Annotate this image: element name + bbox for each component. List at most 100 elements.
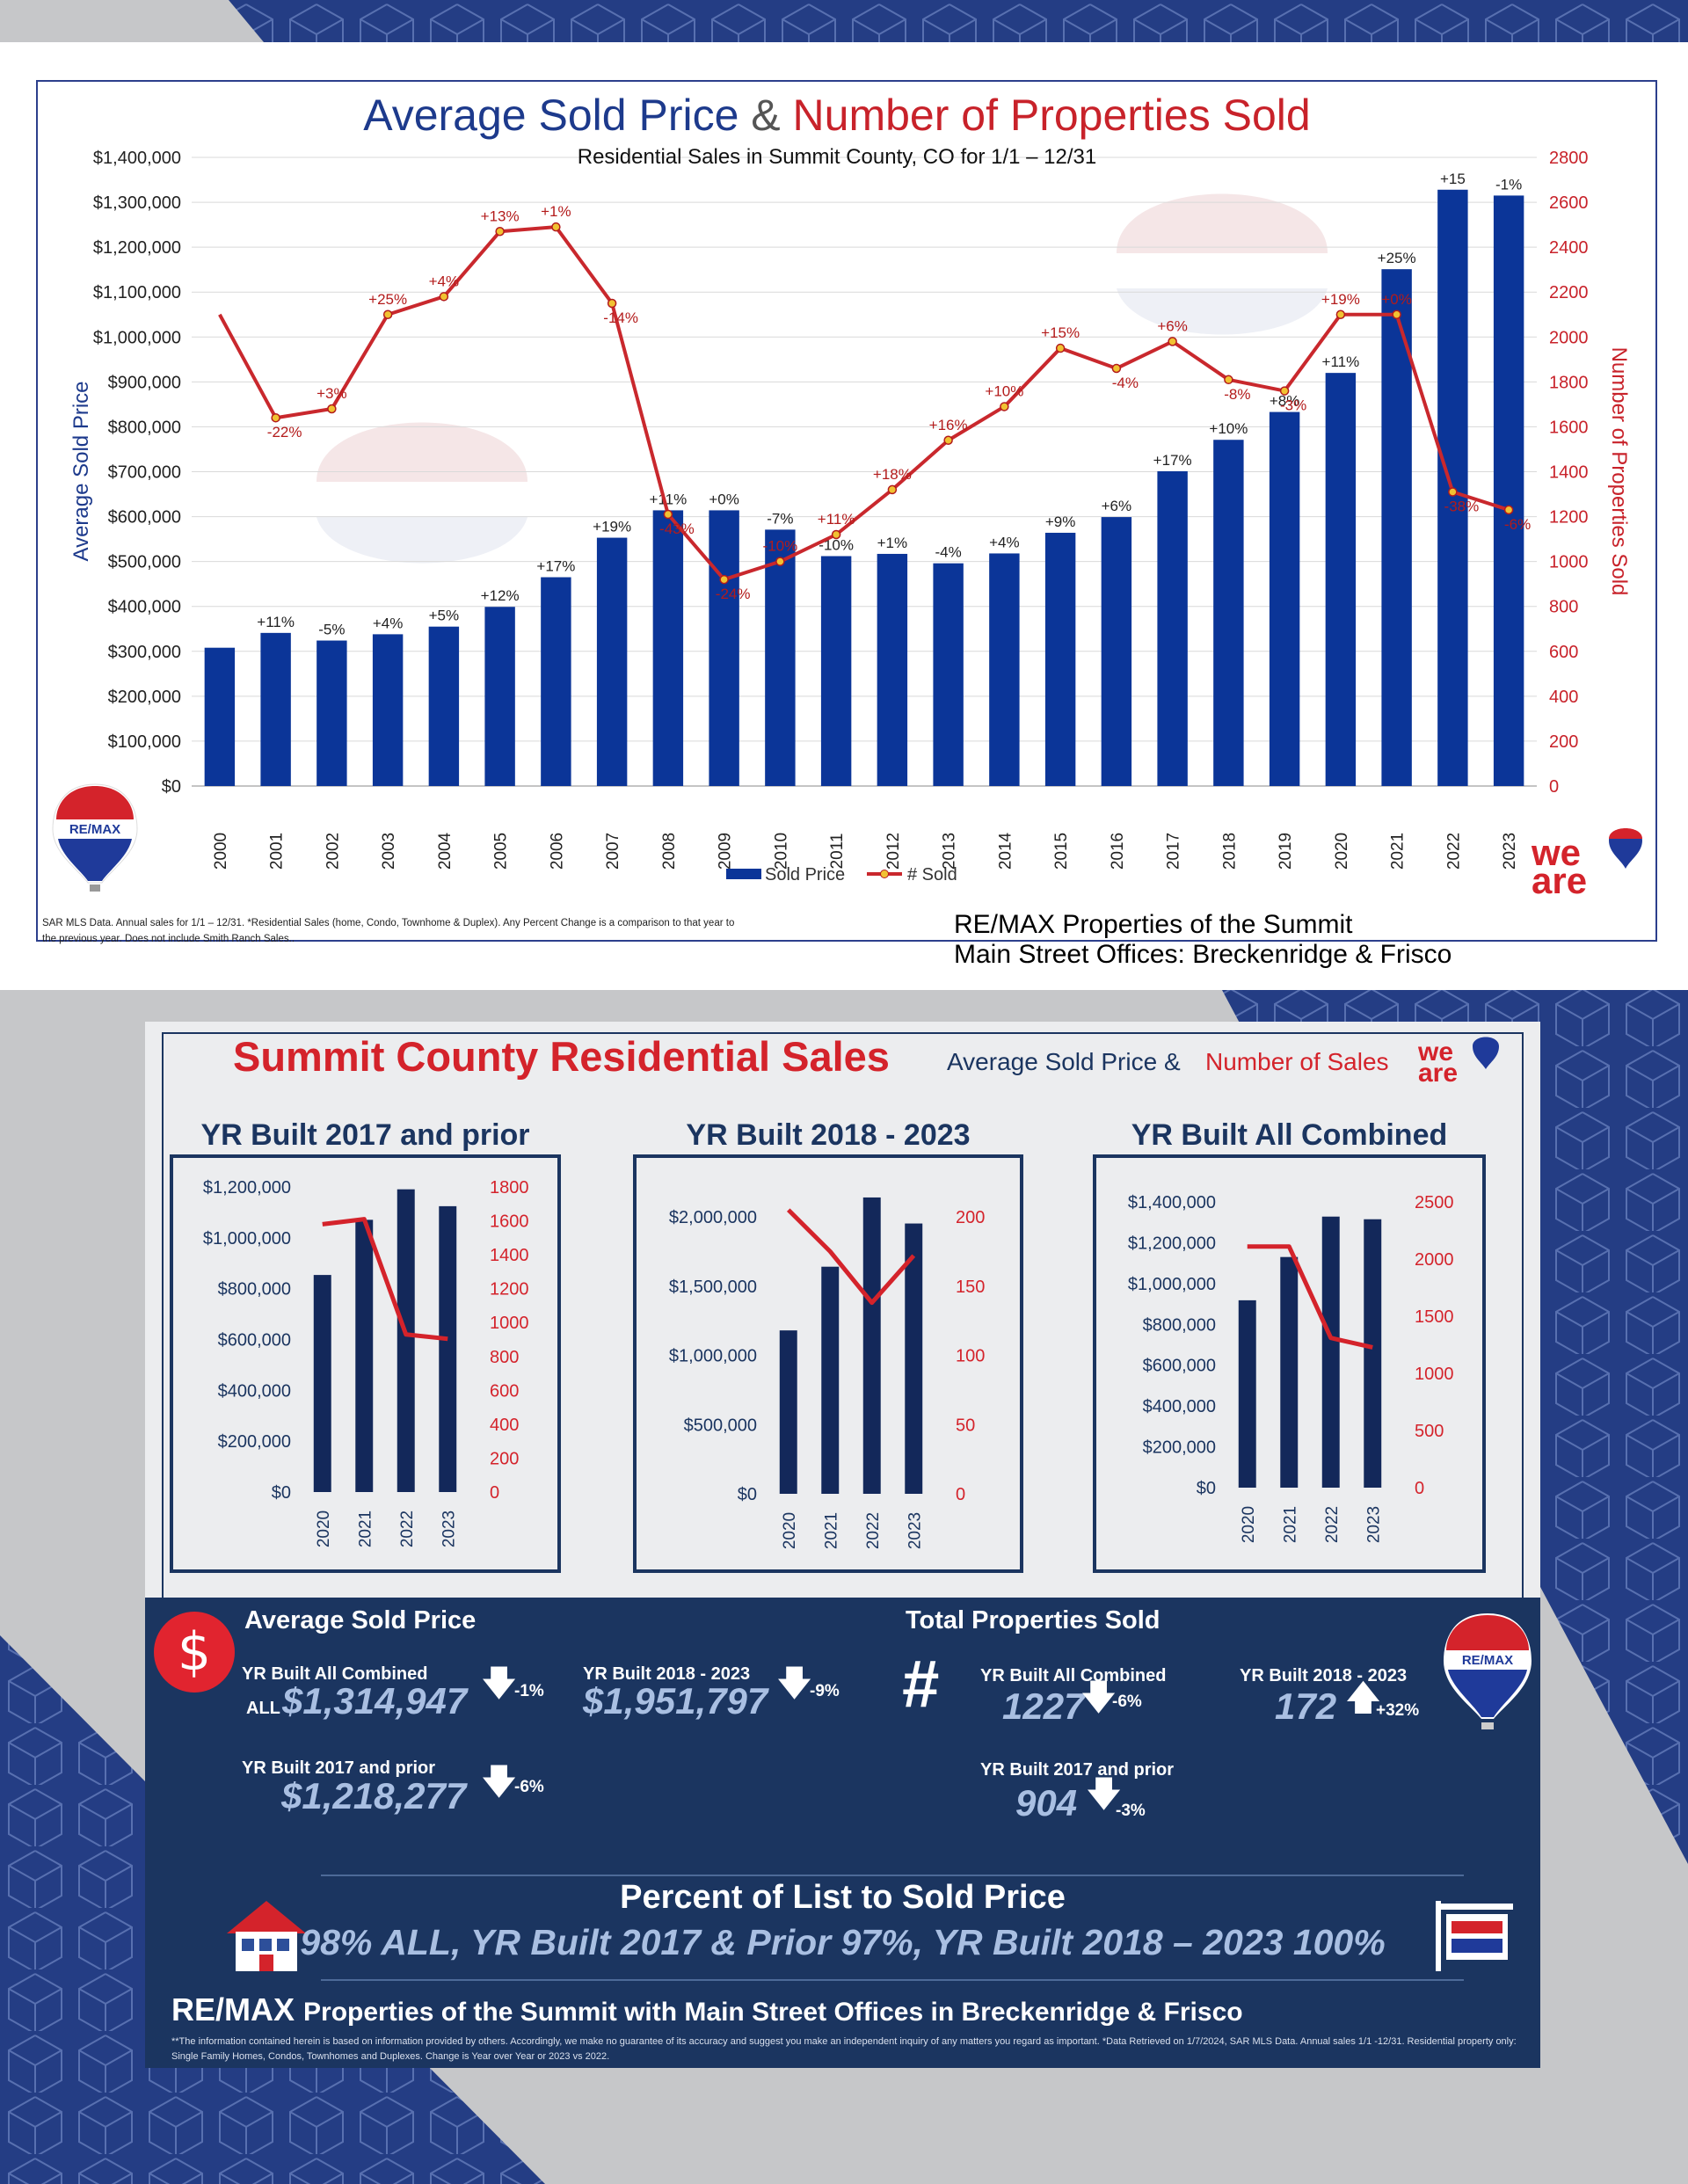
percent-list-heading: Percent of List to Sold Price xyxy=(620,1879,1066,1916)
bar-data-label: +19% xyxy=(593,519,631,535)
title-part-1: Average Sold Price xyxy=(363,91,738,140)
line-data-label: -38% xyxy=(1444,498,1480,514)
total-all-label: YR Built All Combined xyxy=(980,1666,1167,1685)
arrow-down-icon: 🡇 xyxy=(1086,1774,1123,1815)
small-chart-frame xyxy=(633,1154,1023,1573)
we-are-logo-text: we xyxy=(1531,832,1581,873)
y-left-tick-label: $200,000 xyxy=(218,1432,291,1452)
y-left-tick-label: $1,500,000 xyxy=(669,1278,757,1297)
y-right-tick-label: 1000 xyxy=(1415,1365,1454,1384)
total-new-label: YR Built 2018 - 2023 xyxy=(1240,1666,1408,1685)
x-tick-label: 2020 xyxy=(1333,833,1351,870)
bar xyxy=(765,529,796,786)
bar xyxy=(484,607,515,786)
bar xyxy=(933,563,964,786)
chart-subtitle: Residential Sales in Summit County, CO f… xyxy=(578,145,1097,169)
bar xyxy=(877,553,908,786)
small-chart-frame xyxy=(170,1154,561,1573)
line-data-label: +10% xyxy=(985,382,1023,399)
x-tick-label: 2023 xyxy=(1364,1506,1383,1543)
small-chart-title: YR Built All Combined xyxy=(1131,1118,1448,1152)
y-left-tick-label: $1,300,000 xyxy=(93,193,181,213)
panel-title: Summit County Residential Sales xyxy=(233,1033,890,1080)
bar-data-label: -10% xyxy=(819,537,854,554)
avg-prior-change: -6% xyxy=(514,1778,544,1796)
y-right-tick-label: 2000 xyxy=(1415,1250,1454,1270)
y-left-tick-label: $400,000 xyxy=(108,598,181,617)
bar xyxy=(316,640,347,786)
bar-data-label: +0% xyxy=(709,491,739,507)
y-right-tick-label: 150 xyxy=(956,1278,985,1297)
x-tick-label: 2010 xyxy=(772,833,790,870)
y-left-tick-label: $0 xyxy=(162,777,181,797)
total-new-value: 172 xyxy=(1275,1685,1337,1727)
total-sold-heading: Total Properties Sold xyxy=(906,1606,1160,1634)
line-data-label: +25% xyxy=(368,291,407,308)
x-tick-label: 2000 xyxy=(212,833,230,870)
y-right-tick-label: 1500 xyxy=(1415,1307,1454,1327)
line-point xyxy=(551,222,561,232)
y-left-tick-label: $500,000 xyxy=(108,553,181,572)
bar xyxy=(905,1223,923,1494)
y-right-tick-label: 50 xyxy=(956,1416,975,1435)
y-left-tick-label: $700,000 xyxy=(108,463,181,483)
y-left-tick-label: $400,000 xyxy=(218,1381,291,1401)
line-point xyxy=(1392,309,1401,319)
line-point xyxy=(663,509,673,520)
bar-data-label: +11% xyxy=(1322,353,1360,370)
line-data-label: -6% xyxy=(1504,516,1531,533)
x-tick-label: 2012 xyxy=(884,833,903,870)
remax-logo-text: RE/MAX xyxy=(69,822,120,837)
sold-count-line xyxy=(322,1217,448,1342)
line-data-label: +3% xyxy=(316,385,347,402)
y-left-tick-label: $0 xyxy=(1197,1479,1216,1498)
x-tick-label: 2020 xyxy=(1240,1506,1258,1543)
percent-list-values: 98% ALL, YR Built 2017 & Prior 97%, YR B… xyxy=(300,1922,1386,1962)
main-chart: $0 $100,000 $200,000 $300,000 $400,000 $500,0… xyxy=(36,80,1657,942)
y-right-tick-label: 600 xyxy=(1549,643,1578,662)
line-point xyxy=(887,484,898,495)
x-tick-label: 2014 xyxy=(996,832,1015,870)
bar xyxy=(652,510,684,786)
legend-line-marker xyxy=(880,870,889,878)
line-data-label: -24% xyxy=(716,586,751,602)
y-left-tick-label: $0 xyxy=(272,1483,291,1503)
avg-prior-value: $1,218,277 xyxy=(281,1775,467,1816)
x-tick-label: 2004 xyxy=(436,832,455,870)
y-right-tick-label: 1600 xyxy=(490,1212,529,1232)
x-tick-label: 2016 xyxy=(1109,833,1127,870)
y-right-tick-label: 1000 xyxy=(1549,553,1589,572)
line-point xyxy=(775,557,785,566)
x-tick-label: 2022 xyxy=(1444,833,1463,870)
x-tick-label: 2018 xyxy=(1220,833,1239,870)
line-data-label: -8% xyxy=(1224,386,1250,403)
bar xyxy=(1238,1299,1256,1488)
hash-icon: # xyxy=(901,1647,939,1722)
bar xyxy=(1044,532,1076,786)
x-tick-label: 2019 xyxy=(1277,833,1295,870)
x-tick-label: 2022 xyxy=(398,1511,417,1547)
y-right-tick-label: 1600 xyxy=(1549,418,1589,437)
bar xyxy=(1325,373,1357,786)
line-data-label: -14% xyxy=(603,309,638,326)
bar xyxy=(862,1197,881,1494)
bar xyxy=(1280,1256,1299,1488)
y-left-tick-label: $0 xyxy=(738,1485,757,1504)
line-point xyxy=(382,309,393,319)
y-right-tick-label: 1000 xyxy=(490,1314,529,1333)
y-left-tick-label: $1,200,000 xyxy=(203,1178,291,1198)
bar xyxy=(596,537,628,786)
y-right-tick-label: 2500 xyxy=(1415,1193,1454,1212)
bar xyxy=(313,1275,331,1492)
y-right-tick-label: 0 xyxy=(956,1485,965,1504)
y-right-tick-label: 2200 xyxy=(1549,283,1589,302)
y-right-tick-label: 1200 xyxy=(1549,508,1589,528)
x-tick-label: 2005 xyxy=(492,833,511,870)
avg-prior-label: YR Built 2017 and prior xyxy=(242,1758,436,1778)
bar xyxy=(1101,517,1132,786)
y-right-tick-label: 2400 xyxy=(1549,238,1589,258)
y-right-tick-label: 200 xyxy=(1549,732,1578,752)
y-right-tick-label: 400 xyxy=(1549,688,1578,707)
x-tick-label: 2003 xyxy=(380,833,398,870)
x-tick-label: 2017 xyxy=(1165,833,1183,870)
